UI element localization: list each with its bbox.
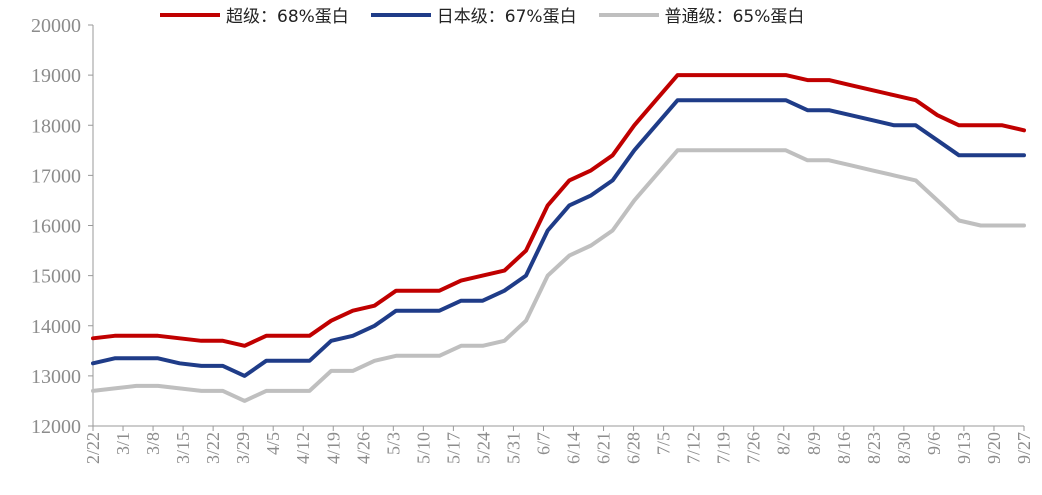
y-tick-label-7: 19000	[31, 65, 81, 87]
x-tick-label-12: 5/17	[443, 432, 463, 464]
x-tick-label-13: 5/24	[473, 432, 493, 464]
y-tick-label-0: 12000	[31, 416, 81, 438]
legend-label-japan: 日本级：67%蛋白	[436, 7, 577, 27]
x-tick-label-21: 7/19	[714, 432, 734, 464]
y-tick-label-1: 13000	[31, 366, 81, 388]
legend-item-japan: 日本级：67%蛋白	[370, 2, 577, 27]
x-tick-label-9: 4/26	[353, 432, 373, 464]
y-tick-label-8: 20000	[31, 15, 81, 37]
y-tick-label-3: 15000	[31, 266, 81, 288]
x-tick-label-6: 4/5	[263, 432, 283, 455]
series-line-1	[91, 98, 1026, 378]
x-tick-label-8: 4/19	[323, 432, 343, 464]
series-line-0	[91, 73, 1026, 348]
x-tick-label-28: 9/6	[924, 432, 944, 455]
x-tick-label-30: 9/20	[984, 432, 1004, 464]
x-tick-label-10: 5/3	[383, 432, 403, 455]
x-tick-label-7: 4/12	[293, 432, 313, 464]
y-tick-label-4: 16000	[31, 216, 81, 238]
x-tick-label-14: 5/31	[503, 432, 523, 464]
y-tick-label-5: 17000	[31, 165, 81, 187]
x-tick-label-31: 9/27	[1014, 432, 1034, 464]
x-tick-label-1: 3/1	[113, 432, 133, 455]
legend-swatch-japan	[370, 12, 431, 17]
x-tick-label-26: 8/23	[864, 432, 884, 464]
x-tick-label-27: 8/30	[894, 432, 914, 464]
y-tick-label-6: 18000	[31, 115, 81, 137]
legend-item-ordinary: 普通级：65%蛋白	[598, 2, 805, 27]
legend-label-super: 超级：68%蛋白	[226, 7, 349, 27]
x-tick-label-24: 8/9	[804, 432, 824, 455]
legend-swatch-super	[160, 12, 220, 17]
x-tick-label-22: 7/26	[744, 432, 764, 464]
legend-swatch-ordinary	[598, 12, 659, 17]
x-tick-label-2: 3/8	[143, 432, 163, 455]
x-tick-label-4: 3/22	[203, 432, 223, 464]
chart-legend: 超级：68%蛋白 日本级：67%蛋白 普通级：65%蛋白	[160, 2, 826, 27]
x-tick-label-11: 5/10	[413, 432, 433, 464]
x-tick-label-3: 3/15	[173, 432, 193, 464]
x-tick-label-18: 6/28	[624, 432, 644, 464]
x-tick-label-29: 9/13	[954, 432, 974, 464]
series-line-2	[91, 148, 1026, 403]
x-tick-label-5: 3/29	[233, 432, 253, 464]
legend-item-super: 超级：68%蛋白	[160, 2, 349, 27]
y-tick-label-2: 14000	[31, 316, 81, 338]
x-tick-label-17: 6/21	[594, 432, 614, 464]
x-tick-label-16: 6/14	[564, 432, 584, 464]
x-tick-label-0: 2/22	[83, 432, 103, 464]
x-tick-label-25: 8/16	[834, 432, 854, 464]
x-tick-label-23: 8/2	[774, 432, 794, 455]
x-tick-label-15: 6/7	[533, 432, 553, 455]
x-tick-label-19: 7/5	[654, 432, 674, 455]
legend-label-ordinary: 普通级：65%蛋白	[664, 7, 805, 27]
x-tick-label-20: 7/12	[684, 432, 704, 464]
